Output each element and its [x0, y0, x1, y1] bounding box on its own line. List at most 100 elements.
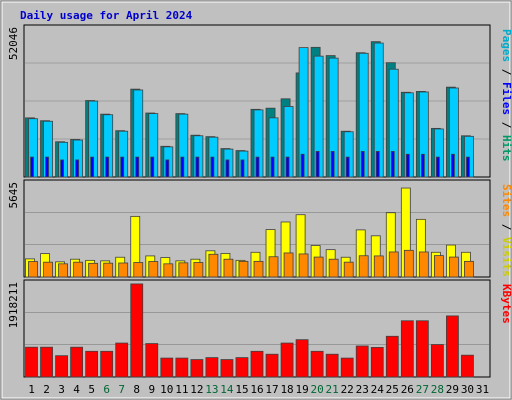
bar-kbytes-day-6: [100, 350, 114, 378]
bar-files-day-20: [315, 151, 320, 178]
bar-files-day-21: [330, 151, 335, 178]
bar-files-day-9: [150, 156, 155, 178]
x-tick-label-27: 27: [416, 383, 429, 396]
bar-files-day-7: [120, 156, 125, 178]
x-tick-label-26: 26: [401, 383, 414, 396]
bar-kbytes-day-24: [370, 347, 384, 378]
bar-sites-day-26: [403, 249, 414, 278]
bar-files-day-23: [360, 151, 365, 178]
bar-files-day-5: [90, 156, 95, 178]
panel-hits-ymax-label: 52046: [7, 27, 20, 60]
bar-sites-day-13: [208, 253, 219, 278]
bar-files-day-11: [180, 156, 185, 178]
chart-title: Daily usage for April 2024: [20, 9, 193, 22]
bar-sites-day-30: [464, 260, 474, 278]
x-tick-label-4: 4: [73, 383, 80, 396]
bar-sites-day-29: [449, 256, 459, 278]
bar-kbytes-day-2: [40, 346, 53, 378]
bar-files-day-13: [210, 156, 215, 178]
bar-kbytes-day-21: [325, 353, 339, 378]
bar-files-day-6: [105, 156, 110, 178]
bar-kbytes-day-26: [400, 320, 414, 378]
bar-files-day-3: [60, 159, 64, 178]
panel-visits-side-label: Sites / Visits: [500, 184, 512, 277]
panel-visits-side-label-part: Sites: [500, 184, 512, 217]
bar-files-day-25: [390, 151, 395, 178]
bar-kbytes-day-10: [160, 357, 174, 378]
bar-files-day-8: [135, 156, 140, 178]
panel-hits-side-label-part: /: [500, 115, 512, 135]
bar-sites-day-4: [73, 261, 84, 278]
bar-files-day-27: [420, 153, 425, 178]
bar-sites-day-12: [193, 262, 204, 278]
bar-kbytes-day-28: [430, 344, 444, 378]
bar-sites-day-17: [268, 256, 279, 278]
x-tick-label-2: 2: [43, 383, 50, 396]
bar-kbytes-day-13: [205, 357, 219, 378]
bar-kbytes-day-14: [220, 359, 234, 378]
bar-sites-day-5: [88, 262, 99, 278]
bar-kbytes-day-18: [280, 342, 294, 378]
x-tick-label-9: 9: [148, 383, 155, 396]
bar-sites-day-24: [373, 255, 384, 278]
panel-visits: 5645 Sites / Visits: [7, 179, 512, 278]
x-tick-label-28: 28: [431, 383, 444, 396]
x-tick-label-16: 16: [250, 383, 263, 396]
bar-kbytes-day-29: [446, 315, 459, 378]
bar-kbytes-day-12: [190, 359, 204, 378]
bar-kbytes-day-22: [340, 357, 354, 378]
bar-files-day-14: [225, 159, 230, 178]
x-tick-label-12: 12: [190, 383, 203, 396]
x-tick-label-24: 24: [371, 383, 385, 396]
panel-kbytes-ymax-label: 1918211: [7, 282, 20, 328]
bar-kbytes-day-19: [295, 339, 309, 378]
bar-files-day-19: [300, 153, 305, 178]
x-tick-label-1: 1: [28, 383, 35, 396]
bar-files-day-15: [240, 159, 245, 178]
x-tick-label-30: 30: [461, 383, 474, 396]
x-tick-label-5: 5: [88, 383, 95, 396]
panel-visits-ymax-label: 5645: [7, 182, 20, 209]
panel-hits-side-label: Pages / Files / Hits: [500, 29, 512, 162]
x-tick-label-18: 18: [280, 383, 293, 396]
bar-sites-day-8: [133, 262, 144, 278]
bar-sites-day-20: [313, 256, 324, 278]
bar-kbytes-day-11: [175, 357, 189, 378]
panel-hits-side-label-part: /: [500, 62, 512, 82]
x-tick-label-11: 11: [175, 383, 188, 396]
x-tick-label-17: 17: [265, 383, 278, 396]
panel-hits-side-label-part: Files: [500, 82, 512, 115]
x-tick-label-15: 15: [235, 383, 248, 396]
bar-sites-day-21: [328, 258, 339, 278]
bar-files-day-18: [285, 156, 290, 178]
bar-kbytes-day-3: [55, 355, 68, 378]
bar-sites-day-28: [433, 255, 444, 278]
bar-sites-day-14: [223, 258, 234, 278]
bar-files-day-2: [45, 156, 49, 178]
x-tick-label-3: 3: [58, 383, 65, 396]
bar-sites-day-11: [178, 262, 189, 278]
bar-files-day-24: [375, 151, 380, 178]
bar-kbytes-day-23: [355, 345, 369, 378]
bar-kbytes-day-16: [250, 350, 264, 378]
x-tick-label-10: 10: [160, 383, 173, 396]
bar-files-day-17: [270, 156, 275, 178]
bar-sites-day-22: [343, 261, 354, 278]
x-tick-label-19: 19: [295, 383, 308, 396]
bar-files-day-10: [165, 159, 170, 178]
bar-sites-day-23: [358, 255, 369, 278]
bar-sites-day-9: [148, 261, 159, 278]
x-tick-label-7: 7: [118, 383, 125, 396]
bar-files-day-16: [255, 156, 260, 178]
bar-sites-day-18: [283, 252, 294, 278]
chart-panels: 52046 Pages / Files / Hits 5645 Sites / Vis…: [7, 24, 512, 378]
x-tick-label-31: 31: [476, 383, 489, 396]
panel-visits-side-label-part: /: [500, 217, 512, 237]
x-tick-label-22: 22: [341, 383, 354, 396]
x-tick-label-6: 6: [103, 383, 110, 396]
bar-kbytes-day-4: [70, 346, 84, 378]
x-tick-label-8: 8: [133, 383, 140, 396]
x-tick-label-13: 13: [205, 383, 218, 396]
